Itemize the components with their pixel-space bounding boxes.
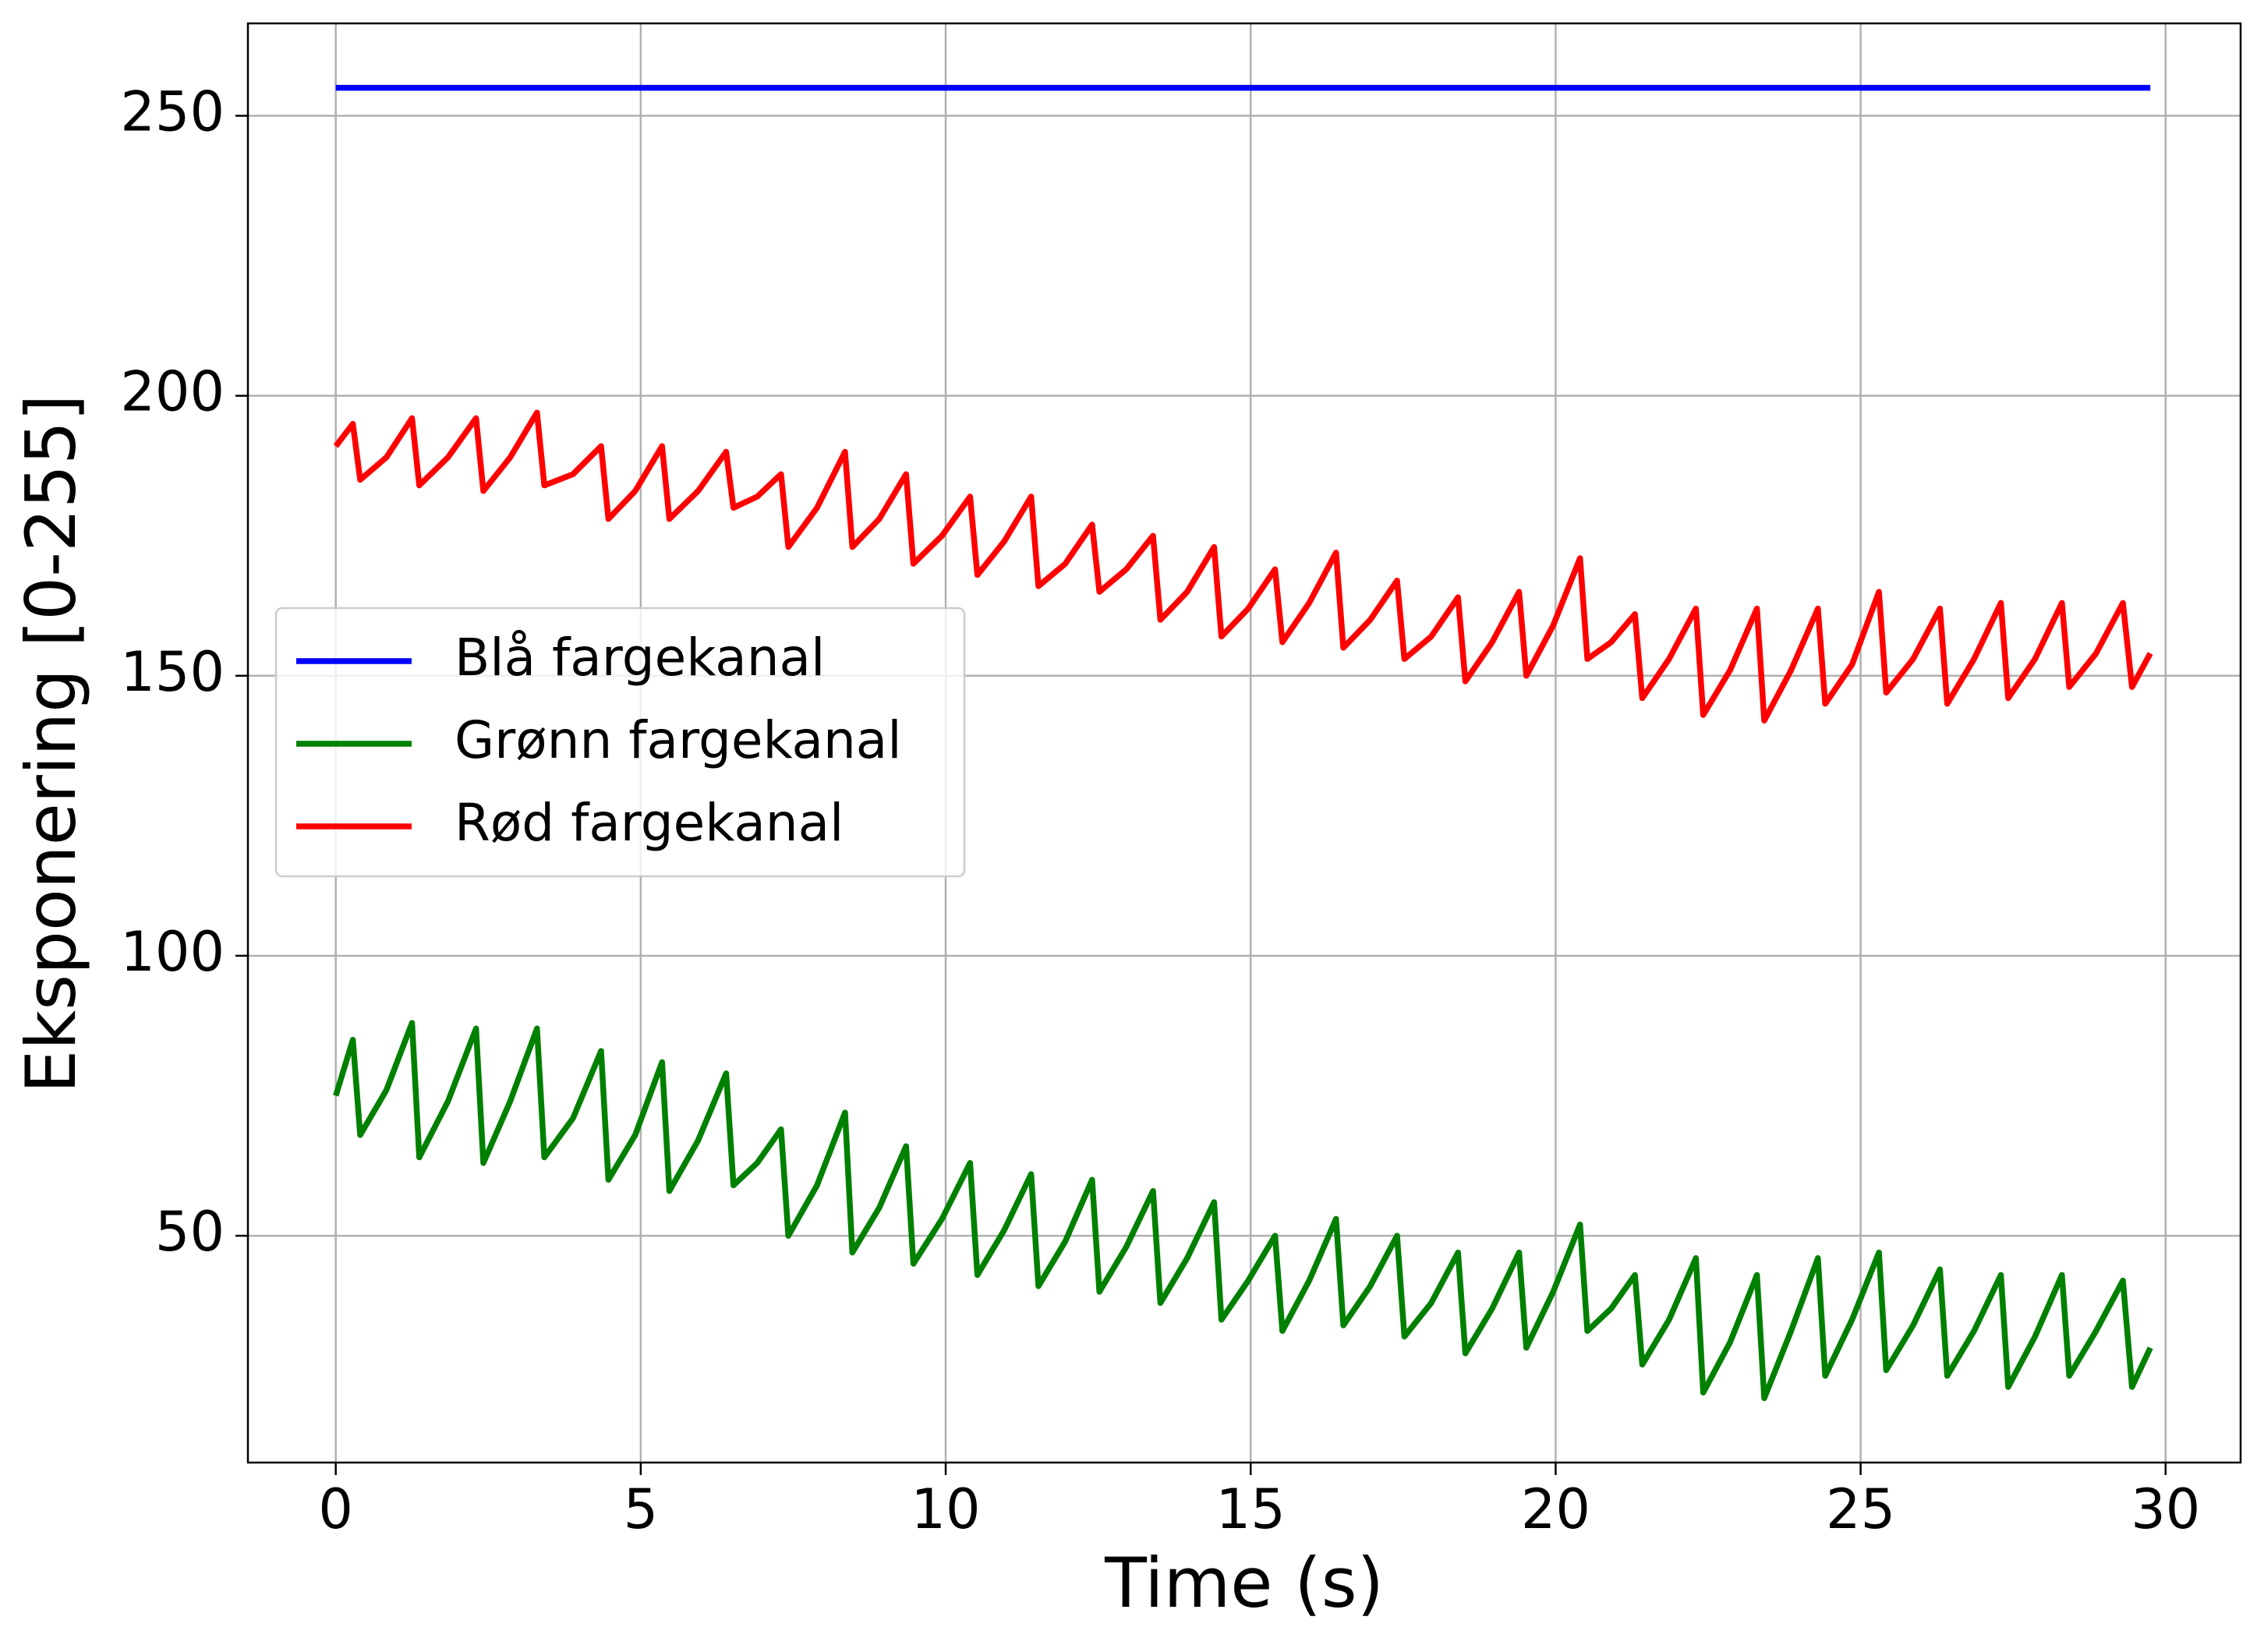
legend-label: Grønn fargekanal [455, 710, 902, 770]
series-line [333, 1020, 2153, 1402]
plot-frame [246, 22, 2242, 1464]
legend-box [274, 607, 966, 878]
legend: Blå fargekanal Grønn fargekanal Rød fargek… [274, 607, 966, 878]
legend-label: Blå fargekanal [455, 628, 825, 688]
x-tick-label: 20 [1521, 1477, 1590, 1541]
y-axis-label: Eksponering [0-255] [11, 394, 91, 1094]
y-tick-label: 250 [120, 80, 225, 144]
y-tick-label: 50 [155, 1200, 225, 1264]
x-tick-label: 25 [1826, 1477, 1895, 1541]
x-axis-label: Time (s) [1104, 1543, 1384, 1623]
series-line [333, 409, 2153, 724]
x-tick-label: 5 [624, 1477, 659, 1541]
y-tick-label: 150 [120, 640, 225, 704]
y-tick-label: 100 [120, 920, 225, 984]
x-tick-label: 0 [318, 1477, 353, 1541]
x-tick-label: 15 [1216, 1477, 1286, 1541]
legend-label: Rød fargekanal [455, 793, 844, 853]
y-tick-label: 200 [120, 360, 225, 424]
x-tick-label: 30 [2131, 1477, 2200, 1541]
x-tick-label: 10 [911, 1477, 980, 1541]
